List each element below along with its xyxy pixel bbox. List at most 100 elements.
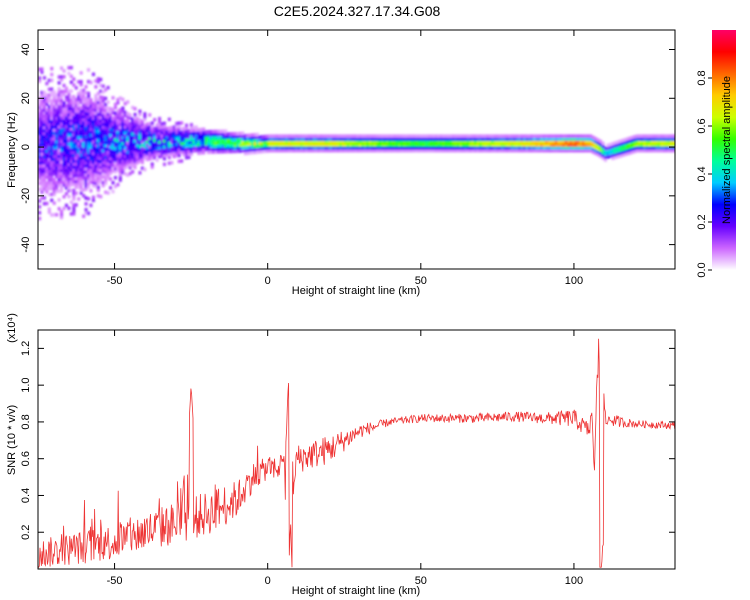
heatmap-cell bbox=[40, 140, 44, 145]
heatmap-cell bbox=[290, 149, 294, 153]
heatmap-cell bbox=[657, 134, 661, 138]
heatmap-cell bbox=[104, 126, 108, 130]
heatmap-cell bbox=[140, 137, 144, 141]
heatmap-cell bbox=[64, 118, 68, 123]
heatmap-cell bbox=[584, 143, 588, 147]
heatmap-cell bbox=[64, 110, 68, 114]
heatmap-cell bbox=[57, 198, 61, 202]
heatmap-cell bbox=[62, 124, 66, 129]
heatmap-cell bbox=[82, 109, 86, 113]
heatmap-cell bbox=[79, 176, 83, 181]
heatmap-cell bbox=[150, 133, 154, 137]
heatmap-cell bbox=[425, 143, 429, 147]
heatmap-cell bbox=[116, 156, 120, 161]
heatmap-cell bbox=[645, 137, 649, 141]
heatmap-cell bbox=[60, 209, 64, 214]
heatmap-cell bbox=[118, 137, 122, 141]
heatmap-cell bbox=[371, 146, 375, 150]
heatmap-cell bbox=[197, 128, 201, 132]
heatmap-cell bbox=[354, 143, 358, 147]
heatmap-cell bbox=[329, 146, 333, 150]
heatmap-cell bbox=[287, 140, 291, 144]
heatmap-cell bbox=[344, 140, 348, 144]
heatmap-cell bbox=[77, 176, 81, 181]
heatmap-cell bbox=[464, 143, 468, 147]
heatmap-cell bbox=[91, 160, 95, 164]
heatmap-cell bbox=[143, 123, 147, 128]
heatmap-cell bbox=[74, 97, 78, 102]
heatmap-cell bbox=[667, 146, 671, 150]
heatmap-cell bbox=[197, 145, 201, 150]
heatmap-cell bbox=[439, 143, 443, 147]
heatmap-cell bbox=[38, 146, 42, 151]
heatmap-cell bbox=[64, 203, 68, 208]
heatmap-cell bbox=[354, 149, 358, 153]
heatmap-cell bbox=[447, 134, 451, 138]
heatmap-cell bbox=[601, 156, 605, 160]
heatmap-cell bbox=[432, 140, 436, 144]
heatmap-cell bbox=[221, 138, 225, 142]
heatmap-cell bbox=[47, 149, 51, 153]
heatmap-cell bbox=[104, 96, 108, 101]
heatmap-cell bbox=[131, 129, 135, 133]
heatmap-cell bbox=[586, 146, 590, 150]
heatmap-cell bbox=[224, 138, 228, 142]
heatmap-cell bbox=[591, 141, 595, 145]
heatmap-cell bbox=[155, 137, 159, 142]
heatmap-cell bbox=[238, 143, 242, 147]
heatmap-cell bbox=[84, 178, 88, 183]
heatmap-cell bbox=[116, 121, 120, 125]
heatmap-cell bbox=[459, 137, 463, 141]
heatmap-cell bbox=[635, 140, 639, 144]
heatmap-cell bbox=[42, 105, 46, 109]
heatmap-cell bbox=[596, 141, 600, 145]
heatmap-cell bbox=[40, 158, 44, 162]
heatmap-cell bbox=[45, 111, 49, 115]
heatmap-cell bbox=[89, 142, 93, 146]
heatmap-cell bbox=[229, 149, 233, 154]
heatmap-cell bbox=[447, 140, 451, 144]
heatmap-cell bbox=[376, 149, 380, 153]
heatmap-cell bbox=[349, 137, 353, 141]
heatmap-cell bbox=[140, 122, 144, 127]
heatmap-cell bbox=[322, 134, 326, 138]
heatmap-cell bbox=[628, 145, 632, 149]
heatmap-cell bbox=[99, 127, 103, 132]
heatmap-cell bbox=[128, 151, 132, 155]
heatmap-cell bbox=[99, 194, 103, 199]
heatmap-cell bbox=[510, 134, 514, 138]
heatmap-cell bbox=[530, 146, 534, 150]
heatmap-cell bbox=[64, 177, 68, 181]
heatmap-cell bbox=[258, 150, 262, 154]
heatmap-cell bbox=[616, 149, 620, 153]
heatmap-cell bbox=[479, 137, 483, 141]
heatmap-cell bbox=[476, 146, 480, 150]
heatmap-cell bbox=[314, 149, 318, 153]
heatmap-cell bbox=[498, 134, 502, 138]
heatmap-cell bbox=[449, 146, 453, 150]
heatmap-cell bbox=[513, 143, 517, 147]
heatmap-cell bbox=[55, 136, 59, 141]
heatmap-cell bbox=[579, 146, 583, 150]
heatmap-cell bbox=[388, 134, 392, 138]
heatmap-cell bbox=[77, 173, 81, 178]
heatmap-cell bbox=[422, 137, 426, 141]
heatmap-cell bbox=[50, 78, 54, 83]
heatmap-cell bbox=[79, 167, 83, 172]
heatmap-cell bbox=[123, 142, 127, 147]
heatmap-cell bbox=[474, 140, 478, 144]
heatmap-cell bbox=[559, 137, 563, 141]
heatmap-cell bbox=[42, 131, 46, 136]
heatmap-cell bbox=[270, 140, 274, 144]
heatmap-cell bbox=[126, 138, 130, 142]
heatmap-cell bbox=[503, 140, 507, 144]
heatmap-cell bbox=[155, 149, 159, 154]
heatmap-cell bbox=[258, 138, 262, 142]
heatmap-cell bbox=[444, 134, 448, 138]
heatmap-cell bbox=[84, 146, 88, 150]
heatmap-cell bbox=[89, 110, 93, 114]
heatmap-cell bbox=[40, 120, 44, 124]
heatmap-cell bbox=[101, 181, 105, 185]
heatmap-cell bbox=[251, 133, 255, 137]
heatmap-cell bbox=[339, 149, 343, 153]
